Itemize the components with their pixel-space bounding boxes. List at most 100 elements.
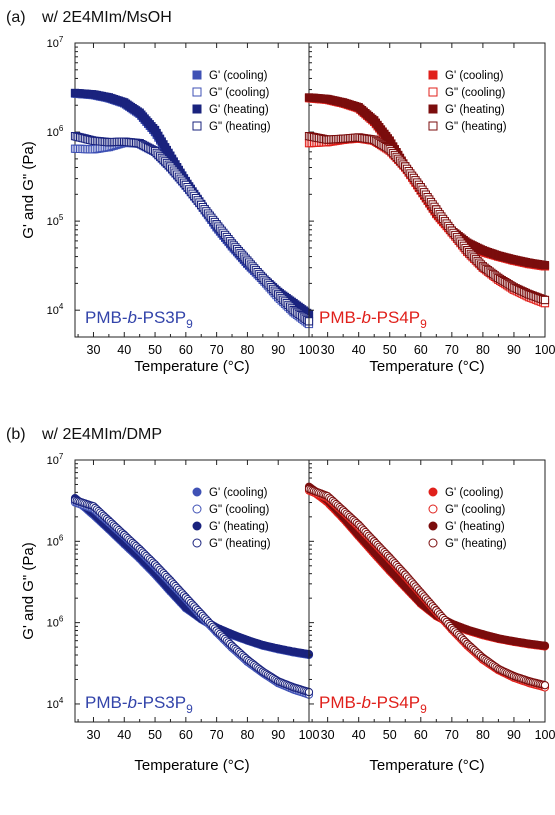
- x-tick-label: 80: [476, 343, 490, 357]
- x-tick-label: 50: [148, 728, 162, 742]
- panel-condition: w/ 2E4MIm/DMP: [41, 426, 162, 443]
- x-tick-label: 70: [210, 728, 224, 742]
- legend-marker: [428, 538, 438, 548]
- x-tick-label: 90: [507, 343, 521, 357]
- legend-label: G" (cooling): [209, 87, 269, 99]
- sample-label: PMB-b-PS4P9: [319, 308, 427, 331]
- legend-label: G" (cooling): [445, 87, 505, 99]
- x-tick-label: 100: [299, 728, 320, 742]
- legend-marker: [428, 104, 438, 114]
- y-tick-label: 106: [47, 533, 64, 548]
- chart-panel-a-1: 30 40 50 60 70 80 90 100 104 105 106 107 G' (cooling…: [47, 35, 320, 375]
- x-axis-title: Temperature (°C): [369, 358, 484, 375]
- legend-marker: [192, 487, 202, 497]
- y-tick-label: 105: [47, 213, 64, 228]
- x-axis-title: Temperature (°C): [134, 757, 249, 774]
- legend-marker: [192, 87, 202, 97]
- series-g-heating: [70, 496, 314, 697]
- legend-marker: [192, 521, 202, 531]
- x-tick-label: 70: [210, 343, 224, 357]
- y-tick-label: 106: [47, 615, 64, 630]
- legend-label: G" (heating): [445, 121, 507, 133]
- legend-marker: [428, 504, 438, 514]
- x-tick-label: 60: [414, 728, 428, 742]
- x-axis-title: Temperature (°C): [369, 757, 484, 774]
- x-tick-label: 30: [87, 343, 101, 357]
- legend-marker: [192, 504, 202, 514]
- legend-marker: [428, 87, 438, 97]
- legend-label: G' (heating): [209, 521, 269, 533]
- y-tick-label: 107: [47, 452, 64, 467]
- x-tick-label: 60: [414, 343, 428, 357]
- x-tick-label: 80: [240, 343, 254, 357]
- sample-label: PMB-b-PS3P9: [85, 308, 193, 331]
- x-tick-label: 50: [383, 728, 397, 742]
- chart-panel-b-2: 30 40 50 60 70 80 90 100 G' (cooling) G" (cooling…: [304, 459, 555, 774]
- legend-label: G" (cooling): [209, 504, 269, 516]
- x-tick-label: 50: [148, 343, 162, 357]
- legend-marker: [428, 121, 438, 131]
- series-g-heating: [304, 484, 550, 690]
- y-tick-label: 106: [47, 124, 64, 139]
- legend-marker: [428, 70, 438, 80]
- x-tick-label: 70: [445, 728, 459, 742]
- x-tick-label: 70: [445, 343, 459, 357]
- series-g-cooling: [304, 94, 550, 271]
- legend-label: G' (cooling): [445, 487, 504, 499]
- x-tick-label: 40: [117, 343, 131, 357]
- data-point: [540, 261, 550, 270]
- legend-marker: [192, 104, 202, 114]
- legend-label: G' (heating): [445, 521, 505, 533]
- legend-label: G" (heating): [445, 538, 507, 550]
- legend-label: G' (cooling): [209, 70, 268, 82]
- data-point: [540, 295, 550, 305]
- x-tick-label: 100: [535, 728, 555, 742]
- x-tick-label: 90: [271, 728, 285, 742]
- legend-label: G" (cooling): [445, 504, 505, 516]
- x-tick-label: 30: [321, 728, 335, 742]
- chart-panel-a-2: 30 40 50 60 70 80 90 100 G' (cooling) G" (cooling…: [304, 42, 555, 375]
- x-tick-label: 40: [352, 343, 366, 357]
- legend-label: G' (cooling): [445, 70, 504, 82]
- y-tick-label: 107: [47, 35, 64, 50]
- y-axis-title: G' and G" (Pa): [20, 141, 37, 238]
- series-g-heating: [304, 93, 550, 270]
- x-tick-label: 80: [476, 728, 490, 742]
- legend-label: G' (cooling): [209, 487, 268, 499]
- legend-label: G' (heating): [209, 104, 269, 116]
- legend-marker: [192, 538, 202, 548]
- legend-marker: [192, 70, 202, 80]
- chart-panel-b-1: 30 40 50 60 70 80 90 100 104 106 106 107 G' (cooling…: [47, 452, 320, 774]
- x-tick-label: 30: [87, 728, 101, 742]
- panel-label: (a): [6, 9, 26, 26]
- data-point: [540, 681, 550, 690]
- plot-frame: [308, 42, 546, 338]
- plot-frame: [308, 459, 546, 723]
- x-tick-label: 100: [299, 343, 320, 357]
- x-tick-label: 30: [321, 343, 335, 357]
- legend-label: G' (heating): [445, 104, 505, 116]
- series-g-heating: [70, 132, 314, 326]
- x-axis-title: Temperature (°C): [134, 358, 249, 375]
- x-tick-label: 40: [352, 728, 366, 742]
- x-tick-label: 50: [383, 343, 397, 357]
- legend-marker: [428, 487, 438, 497]
- series-g-heating: [304, 132, 550, 305]
- legend-label: G" (heating): [209, 121, 271, 133]
- data-point: [540, 641, 550, 650]
- x-tick-label: 100: [535, 343, 555, 357]
- x-tick-label: 80: [240, 728, 254, 742]
- x-tick-label: 60: [179, 728, 193, 742]
- series-g-heating: [70, 88, 314, 319]
- x-tick-label: 90: [507, 728, 521, 742]
- x-tick-label: 60: [179, 343, 193, 357]
- sample-label: PMB-b-PS3P9: [85, 693, 193, 716]
- legend-marker: [428, 521, 438, 531]
- y-tick-label: 104: [47, 302, 64, 317]
- panel-label: (b): [6, 426, 26, 443]
- y-axis-title: G' and G" (Pa): [20, 542, 37, 639]
- panel-condition: w/ 2E4MIm/MsOH: [41, 9, 172, 26]
- legend-marker: [192, 121, 202, 131]
- legend-label: G" (heating): [209, 538, 271, 550]
